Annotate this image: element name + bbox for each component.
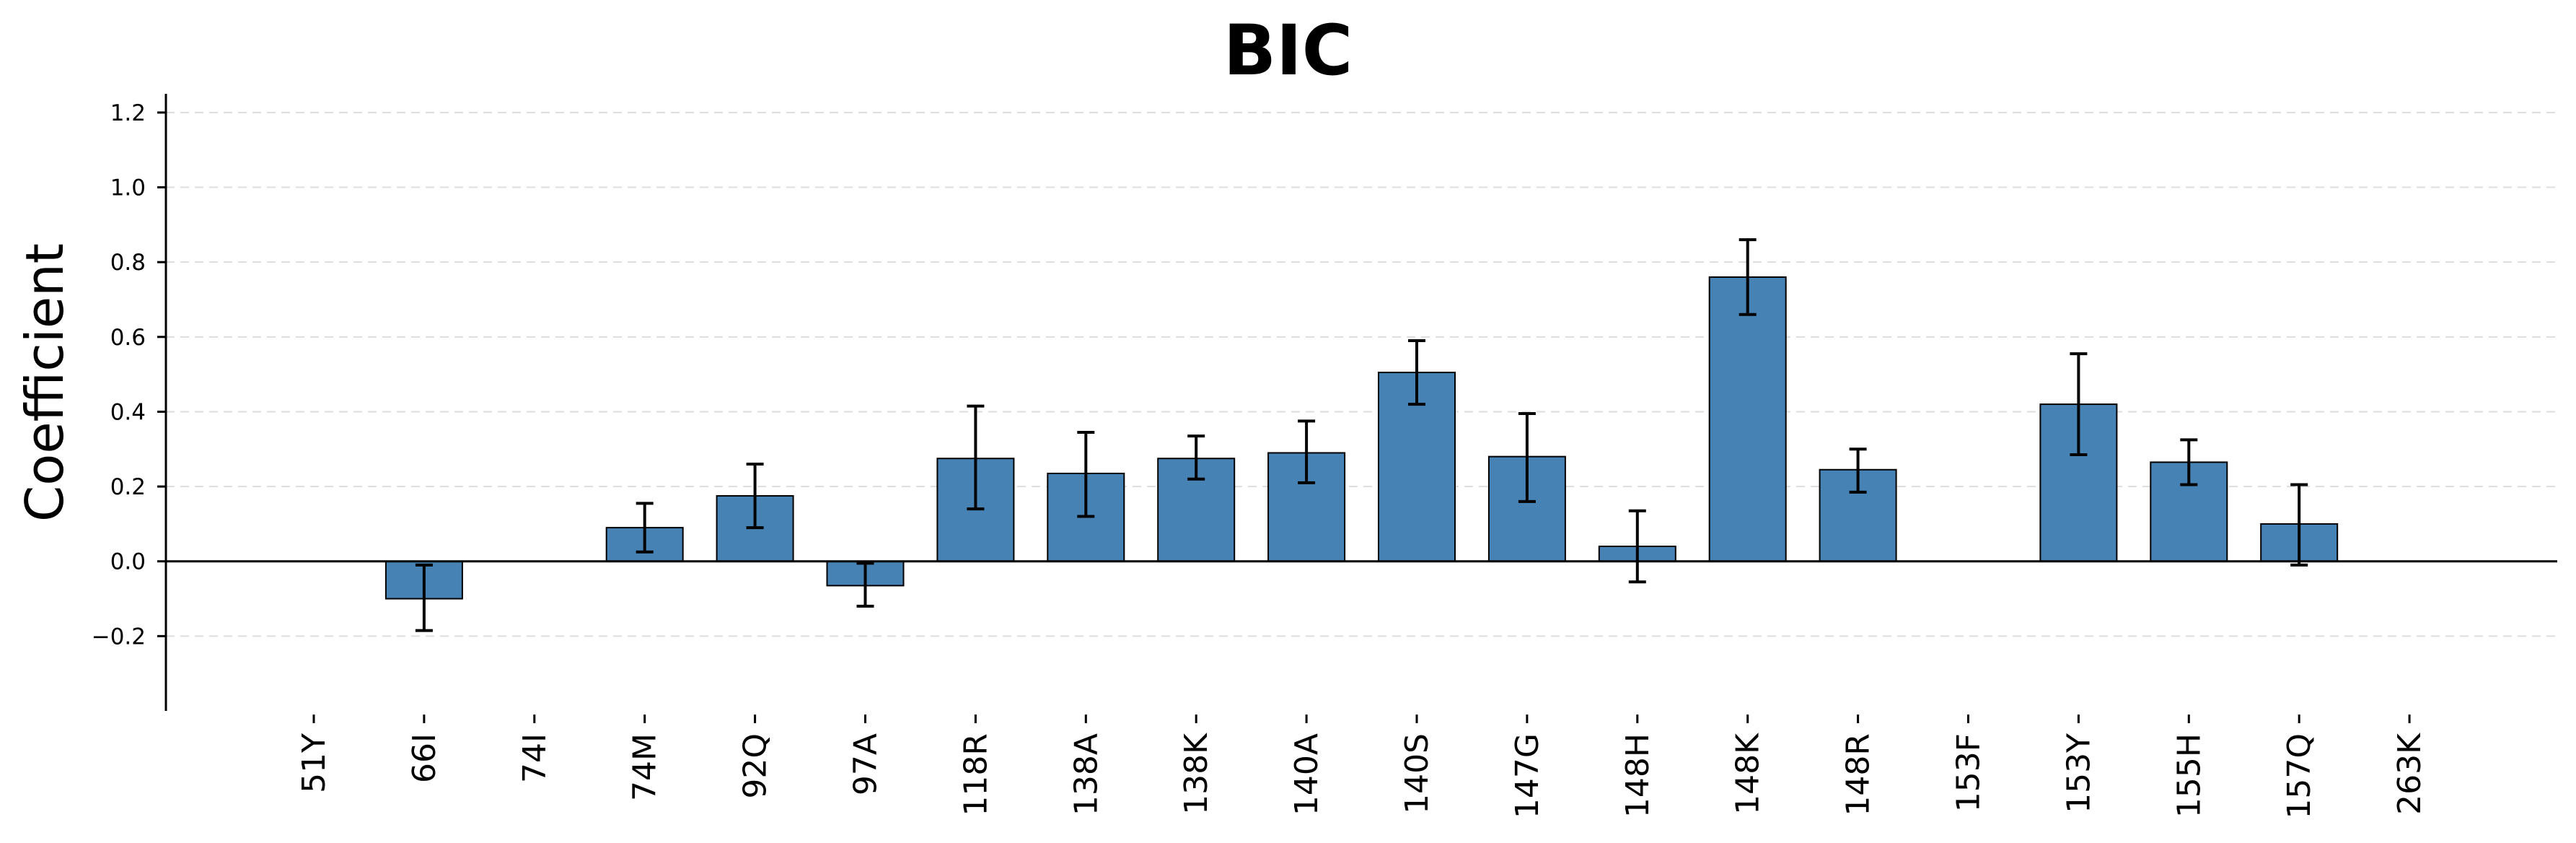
x-tick-label: 263K [2391, 733, 2428, 815]
y-tick-label: 0.8 [110, 250, 146, 276]
x-tick-label: 153F [1951, 733, 1987, 812]
x-tick-label: 92Q [737, 733, 774, 799]
x-tick-label: 51Y [296, 733, 333, 793]
y-tick-label: 1.2 [110, 100, 146, 126]
x-tick-label: 74M [627, 733, 664, 801]
x-tick-label: 118R [957, 733, 994, 816]
y-tick-label: 0.2 [110, 474, 146, 500]
x-tick-label: 148H [1619, 733, 1656, 818]
x-tick-label: 148R [1840, 733, 1877, 816]
chart-title: BIC [1223, 10, 1353, 91]
y-tick-label: 0.4 [110, 399, 146, 425]
x-tick-label: 66I [406, 733, 443, 783]
x-tick-label: 138K [1178, 733, 1215, 815]
y-tick-label: 0.0 [110, 549, 146, 575]
y-tick-label: −0.2 [92, 624, 146, 650]
x-tick-label: 140S [1399, 733, 1436, 814]
x-tick-label: 147G [1509, 733, 1546, 818]
x-tick-label: 97A [848, 733, 884, 795]
x-tick-label: 138A [1068, 733, 1104, 816]
x-tick-label: 140A [1288, 733, 1325, 816]
bar [1708, 276, 1787, 562]
x-tick-label: 74I [516, 733, 553, 783]
x-tick-label: 148K [1730, 733, 1767, 815]
y-tick-label: 1.0 [110, 175, 146, 201]
x-tick-label: 153Y [2060, 733, 2097, 813]
x-tick-label: 157Q [2281, 733, 2318, 819]
x-tick-label: 155H [2171, 733, 2207, 818]
y-tick-label: 0.6 [110, 325, 146, 351]
